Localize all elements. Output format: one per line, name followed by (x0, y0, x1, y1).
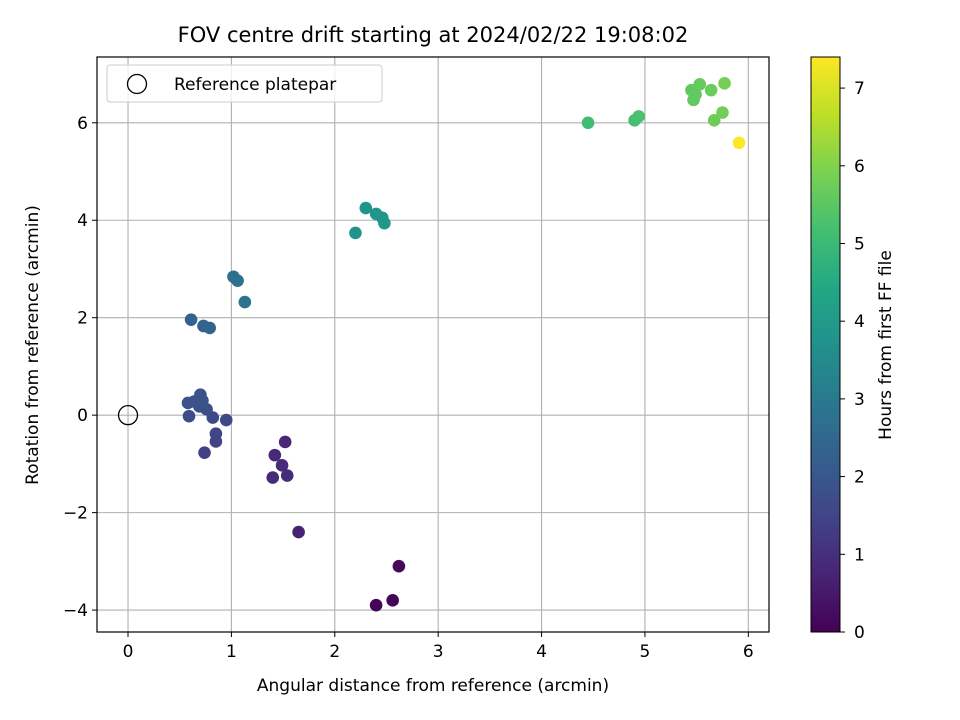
reference-point (117, 405, 139, 426)
data-point-32 (581, 116, 595, 130)
colorbar-tick-label-0: 0 (854, 623, 865, 643)
data-point-8 (280, 469, 294, 482)
data-point-37 (689, 88, 702, 101)
data-point-23 (203, 321, 216, 335)
data-point-34 (632, 110, 646, 123)
data-point-6 (275, 459, 289, 472)
data-point-9 (198, 446, 211, 459)
colorbar-tick-label-1: 1 (854, 545, 865, 565)
colorbar-tick-label-6: 6 (854, 157, 865, 177)
chart-title: FOV centre drift starting at 2024/02/22 … (178, 23, 689, 47)
data-point-14 (182, 409, 196, 423)
colorbar-tick-label-4: 4 (854, 312, 865, 332)
plot-area-frame (96, 56, 770, 633)
data-point-4 (278, 435, 292, 449)
colorbar-ticks: 0 1 2 3 4 5 6 7 (840, 79, 865, 643)
y-axis-label: Rotation from reference (arcmin) (23, 205, 43, 485)
y-tick-label-2: 0 (77, 406, 88, 426)
colorbar-gradient (811, 57, 840, 632)
colorbar-tick-label-7: 7 (854, 79, 865, 99)
data-point-21 (184, 313, 198, 326)
data-point-39 (704, 83, 718, 97)
colorbar-frame (810, 56, 841, 633)
data-point-11 (209, 427, 223, 440)
data-point-41 (716, 106, 729, 119)
legend-box (106, 64, 383, 103)
legend-marker-icon (126, 73, 148, 95)
data-point-3 (292, 525, 305, 539)
data-point-28 (359, 201, 373, 215)
x-tick-label-5: 5 (640, 642, 651, 662)
colorbar-tick-label-3: 3 (854, 390, 865, 410)
data-point-26 (238, 295, 252, 309)
legend-label: Reference platepar (174, 75, 336, 95)
x-tick-label-1: 1 (226, 642, 237, 662)
colorbar: 0 1 2 3 4 5 6 7 Hours from first FF file (810, 56, 896, 643)
data-point-0 (369, 598, 383, 612)
data-point-42 (718, 77, 731, 90)
data-point-20 (194, 388, 207, 401)
data-point-2 (392, 559, 406, 573)
colorbar-tick-label-2: 2 (854, 468, 865, 488)
data-point-31 (378, 216, 391, 230)
data-point-7 (266, 471, 280, 484)
data-point-1 (386, 594, 399, 607)
legend: Reference platepar (106, 64, 383, 103)
data-point-12 (219, 413, 233, 427)
data-point-27 (349, 226, 362, 240)
data-point-43 (732, 136, 746, 150)
data-points (117, 77, 746, 612)
data-point-5 (268, 448, 282, 462)
y-tick-label-1: −2 (63, 504, 88, 524)
colorbar-label: Hours from first FF file (876, 250, 896, 440)
y-tick-label-3: 2 (77, 309, 88, 329)
colorbar-tick-label-5: 5 (854, 234, 865, 254)
y-axis-ticks: −4 −2 0 2 4 6 (63, 114, 97, 621)
x-tick-label-0: 0 (123, 642, 134, 662)
y-tick-label-4: 4 (77, 211, 88, 231)
data-point-38 (693, 77, 707, 91)
data-point-25 (231, 274, 244, 287)
x-tick-label-2: 2 (329, 642, 340, 662)
y-tick-label-0: −4 (63, 601, 88, 621)
x-axis-ticks: 0 1 2 3 4 5 6 (123, 632, 754, 662)
data-point-40 (707, 114, 721, 127)
x-axis-label: Angular distance from reference (arcmin) (257, 676, 609, 696)
y-tick-label-5: 6 (77, 114, 88, 134)
grid (97, 57, 769, 632)
x-tick-label-3: 3 (433, 642, 444, 662)
x-tick-label-4: 4 (536, 642, 547, 662)
x-tick-label-6: 6 (743, 642, 754, 662)
